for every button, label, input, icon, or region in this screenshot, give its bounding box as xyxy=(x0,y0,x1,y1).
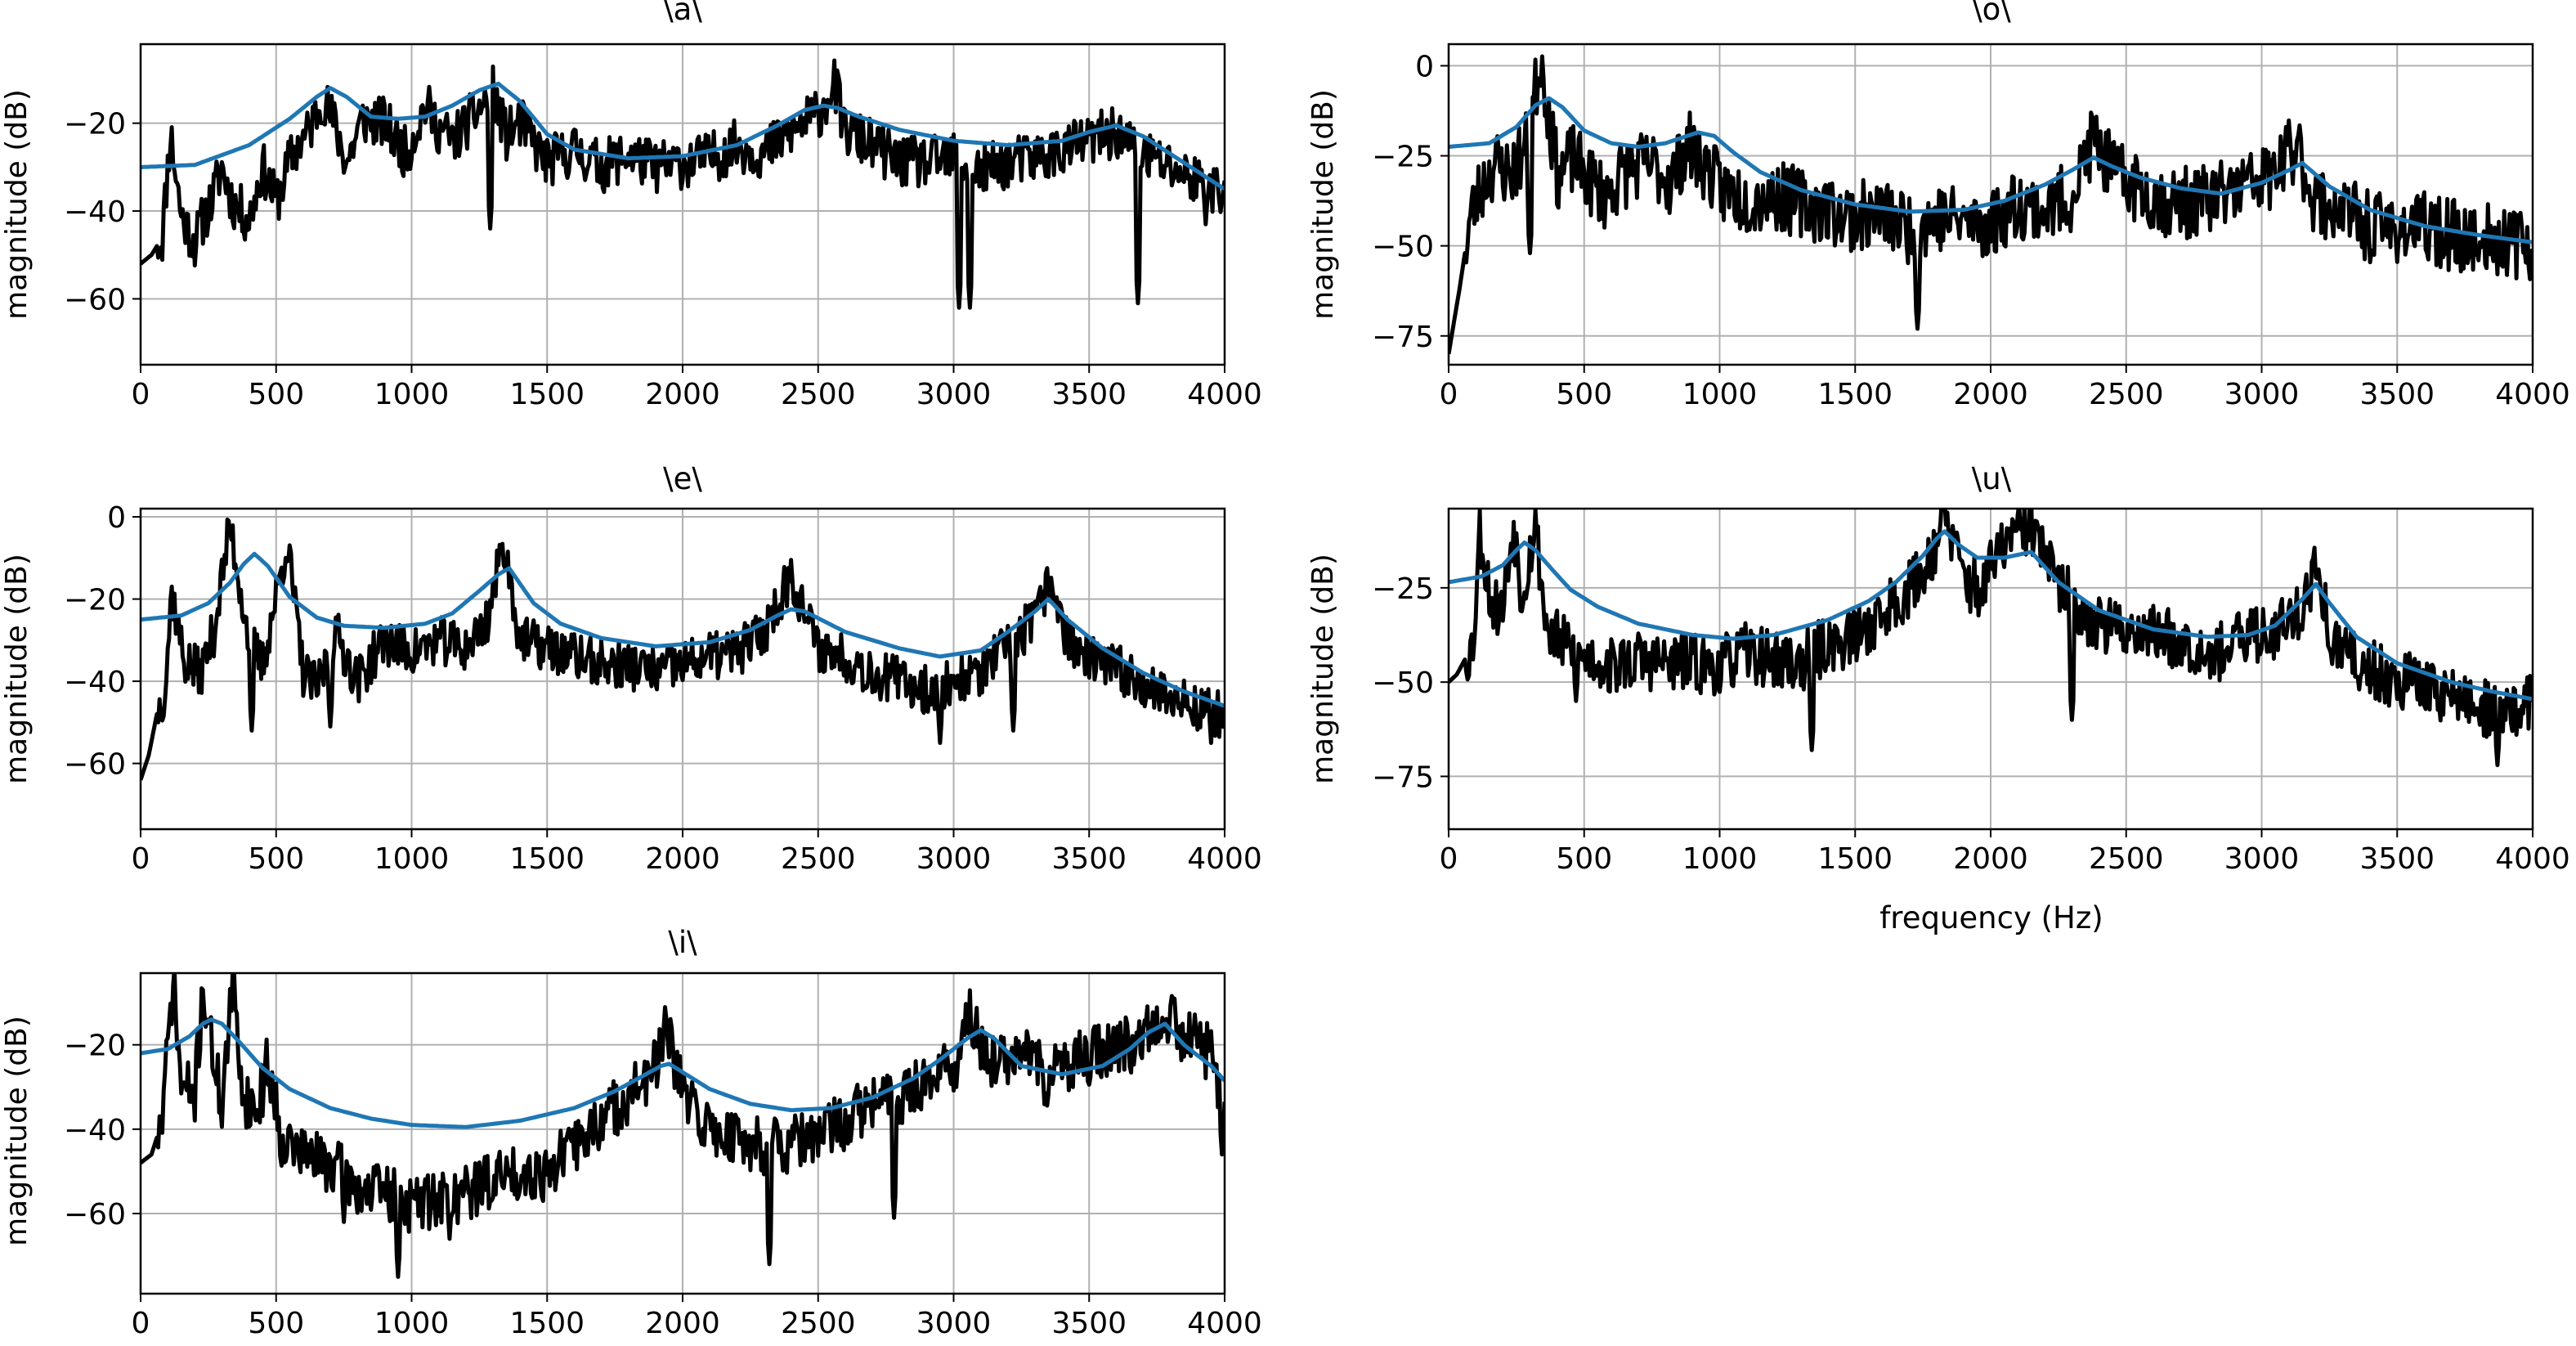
y-tick-label: −60 xyxy=(64,748,126,782)
y-tick-label: −40 xyxy=(64,1114,126,1147)
envelope-line xyxy=(1449,529,2533,702)
envelope-line xyxy=(141,81,1225,191)
x-tick-label: 2000 xyxy=(645,1307,720,1340)
y-axis-label: magnitude (dB) xyxy=(0,89,34,320)
x-tick-label: 2000 xyxy=(645,378,720,411)
subplot-u: \u\ magnitude (dB) frequency (Hz) xyxy=(1306,461,2103,935)
x-tick-label: 2500 xyxy=(781,1307,856,1340)
y-axis-label: magnitude (dB) xyxy=(1306,89,1340,320)
x-tick-label: 3500 xyxy=(2359,842,2435,876)
y-tick-label: −40 xyxy=(64,666,126,699)
x-tick-label: 1500 xyxy=(509,842,585,876)
x-tick-label: 3500 xyxy=(2359,378,2435,411)
x-tick-label: 0 xyxy=(132,1307,150,1340)
subplot-title: \u\ xyxy=(1972,461,2012,496)
x-tick-label: 0 xyxy=(1440,378,1458,411)
envelope-line xyxy=(1449,96,2533,245)
subplot-title: \a\ xyxy=(663,0,702,27)
x-tick-label: 3500 xyxy=(1051,1307,1127,1340)
x-tick-label: 1000 xyxy=(1682,842,1758,876)
y-tick-label: −20 xyxy=(64,584,126,617)
x-tick-label: 4000 xyxy=(2495,378,2570,411)
y-axis-label: magnitude (dB) xyxy=(1306,554,1340,784)
x-tick-label: 0 xyxy=(132,842,150,876)
x-tick-label: 2500 xyxy=(2089,842,2164,876)
y-tick-label: −25 xyxy=(1372,141,1434,174)
subplot-i: \i\ magnitude (dB) xyxy=(0,925,697,1246)
x-tick-label: 4000 xyxy=(1187,378,1262,411)
y-tick-label: −75 xyxy=(1372,321,1434,354)
spectrum-line xyxy=(1449,54,2533,355)
x-tick-label: 500 xyxy=(248,378,304,411)
spectrum-line xyxy=(141,58,1225,310)
subplot-title: \e\ xyxy=(663,461,702,496)
x-tick-label: 1500 xyxy=(509,1307,585,1340)
envelope-line xyxy=(141,551,1225,708)
plot-area-i: 0 500 1000 1500 2000 2500 3000 3500 4000 −60 −40 −2… xyxy=(64,971,1262,1340)
y-tick-label: −25 xyxy=(1372,572,1434,606)
y-tick-label: −50 xyxy=(1372,231,1434,264)
subplot-title: \i\ xyxy=(668,925,697,960)
y-axis-label: magnitude (dB) xyxy=(0,1016,34,1246)
x-tick-label: 3000 xyxy=(916,378,992,411)
x-tick-label: 3500 xyxy=(1051,842,1127,876)
x-tick-label: 3500 xyxy=(1051,378,1127,411)
subplot-title: \o\ xyxy=(1972,0,2011,27)
spectrum-line xyxy=(141,973,1225,1279)
x-tick-label: 2000 xyxy=(645,842,720,876)
y-tick-label: 0 xyxy=(1415,50,1434,83)
x-tick-label: 1000 xyxy=(374,1307,450,1340)
x-tick-label: 1000 xyxy=(374,378,450,411)
x-tick-label: 2000 xyxy=(1953,378,2028,411)
y-tick-label: −20 xyxy=(64,108,126,141)
x-tick-label: 2500 xyxy=(781,378,856,411)
x-tick-label: 1500 xyxy=(509,378,585,411)
x-tick-label: 4000 xyxy=(1187,842,1262,876)
x-tick-label: 500 xyxy=(248,842,304,876)
x-tick-label: 1000 xyxy=(374,842,450,876)
plot-area-a: 0 500 1000 1500 2000 2500 3000 3500 4000 −60 −40 −2… xyxy=(64,43,1262,411)
x-tick-label: 2500 xyxy=(781,842,856,876)
x-tick-label: 2500 xyxy=(2089,378,2164,411)
x-tick-label: 1000 xyxy=(1682,378,1758,411)
x-tick-label: 500 xyxy=(248,1307,304,1340)
plot-area-e: 0 500 1000 1500 2000 2500 3000 3500 4000 −60 −40 −2… xyxy=(64,501,1262,876)
y-tick-label: −40 xyxy=(64,195,126,229)
x-tick-label: 0 xyxy=(132,378,150,411)
x-tick-label: 500 xyxy=(1556,378,1612,411)
x-axis-label: frequency (Hz) xyxy=(1879,900,2103,935)
x-tick-label: 3000 xyxy=(916,1307,992,1340)
x-tick-label: 2000 xyxy=(1953,842,2028,876)
y-tick-label: −75 xyxy=(1372,760,1434,794)
x-tick-label: 1500 xyxy=(1817,378,1893,411)
envelope-line xyxy=(141,1017,1225,1129)
y-tick-label: −20 xyxy=(64,1030,126,1063)
y-tick-label: 0 xyxy=(107,501,126,535)
x-tick-label: 0 xyxy=(1440,842,1458,876)
x-tick-label: 3000 xyxy=(2224,842,2300,876)
subplot-o: \o\ magnitude (dB) xyxy=(1306,0,2011,320)
spectrum-line xyxy=(1449,509,2533,768)
y-tick-label: −60 xyxy=(64,1198,126,1232)
subplot-e: \e\ magnitude (dB) xyxy=(0,461,702,784)
x-tick-label: 4000 xyxy=(2495,842,2570,876)
y-tick-label: −50 xyxy=(1372,666,1434,700)
y-axis-label: magnitude (dB) xyxy=(0,554,34,784)
x-tick-label: 1500 xyxy=(1817,842,1893,876)
x-tick-label: 3000 xyxy=(916,842,992,876)
plot-area-u: 0 500 1000 1500 2000 2500 3000 3500 4000 −75 −50 −2… xyxy=(1372,507,2570,876)
x-tick-label: 3000 xyxy=(2224,378,2300,411)
y-tick-label: −60 xyxy=(64,283,126,316)
x-tick-label: 4000 xyxy=(1187,1307,1262,1340)
x-tick-label: 500 xyxy=(1556,842,1612,876)
spectrum-line xyxy=(141,517,1225,781)
subplot-a: \a\ magnitude (dB) xyxy=(0,0,702,320)
plot-area-o: 0 500 1000 1500 2000 2500 3000 3500 4000 −75 −50 −2… xyxy=(1372,43,2570,411)
